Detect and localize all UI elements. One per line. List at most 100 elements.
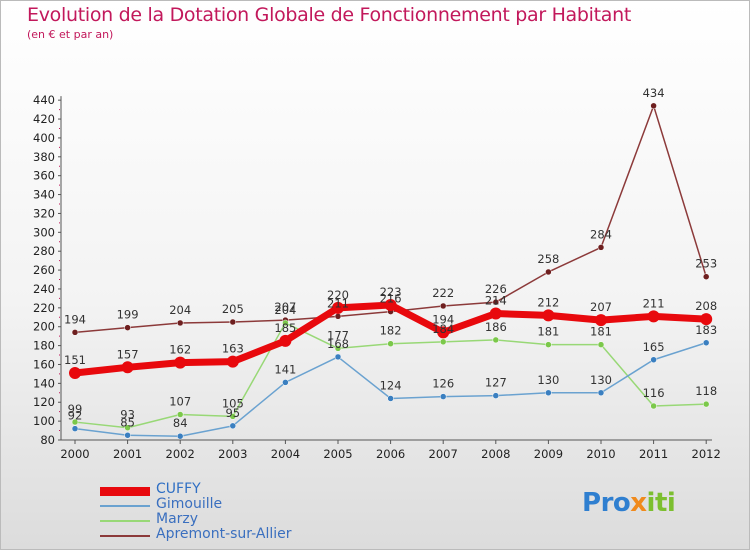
data-label-marzy: 105 bbox=[222, 396, 244, 410]
data-label-cuffy: 211 bbox=[643, 296, 665, 310]
data-label-marzy: 181 bbox=[590, 325, 612, 339]
data-label-gimouille: 92 bbox=[68, 409, 83, 423]
data-label-gimouille: 141 bbox=[274, 362, 296, 376]
data-point-apremont-sur-allier bbox=[334, 313, 342, 320]
data-point-cuffy bbox=[489, 307, 502, 320]
data-label-gimouille: 124 bbox=[380, 378, 402, 392]
y-tick-label: 120 bbox=[33, 395, 55, 409]
chart-subtitle: (en € et par an) bbox=[27, 28, 114, 41]
data-label-marzy: 182 bbox=[380, 324, 402, 338]
logo-letter: o bbox=[612, 488, 631, 518]
data-label-gimouille: 183 bbox=[695, 323, 717, 337]
data-point-cuffy bbox=[647, 310, 660, 323]
data-point-marzy bbox=[650, 402, 657, 410]
data-label-apremont-sur-allier: 226 bbox=[485, 282, 507, 296]
data-point-cuffy bbox=[437, 326, 450, 339]
x-tick-label: 2012 bbox=[692, 447, 721, 461]
y-tick-label: 140 bbox=[33, 376, 55, 390]
data-label-apremont-sur-allier: 207 bbox=[274, 300, 296, 314]
data-point-marzy bbox=[176, 411, 184, 418]
logo-letter: P bbox=[582, 488, 601, 518]
logo-letter: t bbox=[654, 488, 667, 518]
logo-letter: x bbox=[630, 488, 647, 518]
legend-swatch bbox=[100, 486, 150, 496]
logo-letter: i bbox=[646, 488, 656, 518]
data-label-gimouille: 127 bbox=[485, 376, 507, 390]
data-point-apremont-sur-allier bbox=[650, 102, 657, 110]
data-label-gimouille: 95 bbox=[225, 406, 240, 420]
chart-title: Evolution de la Dotation Globale de Fonc… bbox=[27, 4, 632, 26]
data-label-cuffy: 163 bbox=[222, 342, 244, 356]
data-point-gimouille bbox=[229, 422, 237, 430]
data-label-apremont-sur-allier: 205 bbox=[222, 302, 244, 316]
y-tick-label: 420 bbox=[33, 112, 55, 126]
y-tick-label: 400 bbox=[33, 131, 55, 145]
x-tick-label: 2005 bbox=[323, 447, 352, 461]
data-label-gimouille: 84 bbox=[173, 416, 188, 430]
data-label-marzy: 184 bbox=[432, 322, 454, 336]
data-point-cuffy bbox=[384, 299, 397, 312]
data-label-marzy: 99 bbox=[68, 402, 83, 416]
data-label-cuffy: 185 bbox=[274, 321, 296, 335]
data-point-gimouille bbox=[124, 432, 131, 439]
data-point-apremont-sur-allier bbox=[176, 319, 184, 327]
data-point-gimouille bbox=[334, 353, 342, 361]
y-tick-label: 300 bbox=[33, 225, 55, 239]
y-tick-label: 240 bbox=[33, 282, 55, 296]
legend-item-cuffy: CUFFY bbox=[100, 481, 350, 498]
data-label-cuffy: 151 bbox=[64, 353, 86, 367]
data-point-cuffy bbox=[595, 314, 607, 327]
legend-swatch bbox=[100, 520, 150, 522]
data-point-marzy bbox=[702, 400, 710, 408]
y-tick-label: 440 bbox=[33, 93, 55, 107]
y-tick-label: 380 bbox=[33, 150, 55, 164]
x-tick-label: 2006 bbox=[376, 447, 405, 461]
x-tick-label: 2002 bbox=[166, 447, 195, 461]
x-tick-label: 2009 bbox=[534, 447, 563, 461]
data-label-cuffy: 223 bbox=[380, 285, 402, 299]
data-label-marzy: 118 bbox=[695, 384, 717, 398]
data-point-gimouille bbox=[71, 425, 79, 432]
data-label-marzy: 93 bbox=[120, 408, 135, 422]
legend-item-apremont-sur-allier: Apremont-sur-Allier bbox=[100, 526, 350, 543]
data-label-apremont-sur-allier: 199 bbox=[117, 308, 139, 322]
legend-swatch bbox=[100, 535, 150, 537]
data-label-cuffy: 212 bbox=[537, 295, 559, 309]
data-label-gimouille: 130 bbox=[537, 373, 559, 387]
data-point-apremont-sur-allier bbox=[597, 244, 605, 251]
data-label-apremont-sur-allier: 194 bbox=[64, 312, 86, 326]
data-point-gimouille bbox=[176, 432, 184, 440]
x-tick-label: 2011 bbox=[639, 447, 668, 461]
y-tick-label: 180 bbox=[33, 339, 55, 353]
data-label-apremont-sur-allier: 216 bbox=[380, 292, 402, 306]
y-tick-label: 200 bbox=[33, 320, 55, 334]
data-label-cuffy: 214 bbox=[485, 294, 507, 308]
x-tick-label: 2004 bbox=[271, 447, 300, 461]
data-point-apremont-sur-allier bbox=[545, 268, 552, 276]
data-point-marzy bbox=[229, 413, 237, 420]
data-point-cuffy bbox=[332, 301, 344, 314]
proxiti-logo: Proxiti bbox=[582, 488, 676, 518]
data-point-cuffy bbox=[174, 356, 187, 369]
data-point-marzy bbox=[282, 319, 289, 327]
logo-letter: r bbox=[600, 488, 614, 518]
legend-label: Marzy bbox=[156, 511, 199, 527]
y-tick-label: 80 bbox=[40, 433, 55, 447]
legend-label: Gimouille bbox=[156, 496, 223, 512]
data-point-cuffy bbox=[700, 313, 713, 326]
data-label-cuffy: 157 bbox=[117, 347, 139, 361]
data-point-marzy bbox=[492, 336, 500, 344]
data-label-marzy: 181 bbox=[537, 325, 559, 339]
data-point-apremont-sur-allier bbox=[124, 324, 131, 331]
legend-item-marzy: Marzy bbox=[100, 511, 350, 528]
data-point-marzy bbox=[597, 341, 605, 348]
y-tick-label: 100 bbox=[33, 414, 55, 428]
data-point-apremont-sur-allier bbox=[492, 298, 500, 306]
data-point-marzy bbox=[439, 338, 447, 346]
x-tick-label: 2003 bbox=[218, 447, 247, 461]
y-tick-label: 340 bbox=[33, 188, 55, 202]
data-label-marzy: 107 bbox=[169, 395, 191, 409]
data-label-marzy: 204 bbox=[274, 303, 296, 317]
